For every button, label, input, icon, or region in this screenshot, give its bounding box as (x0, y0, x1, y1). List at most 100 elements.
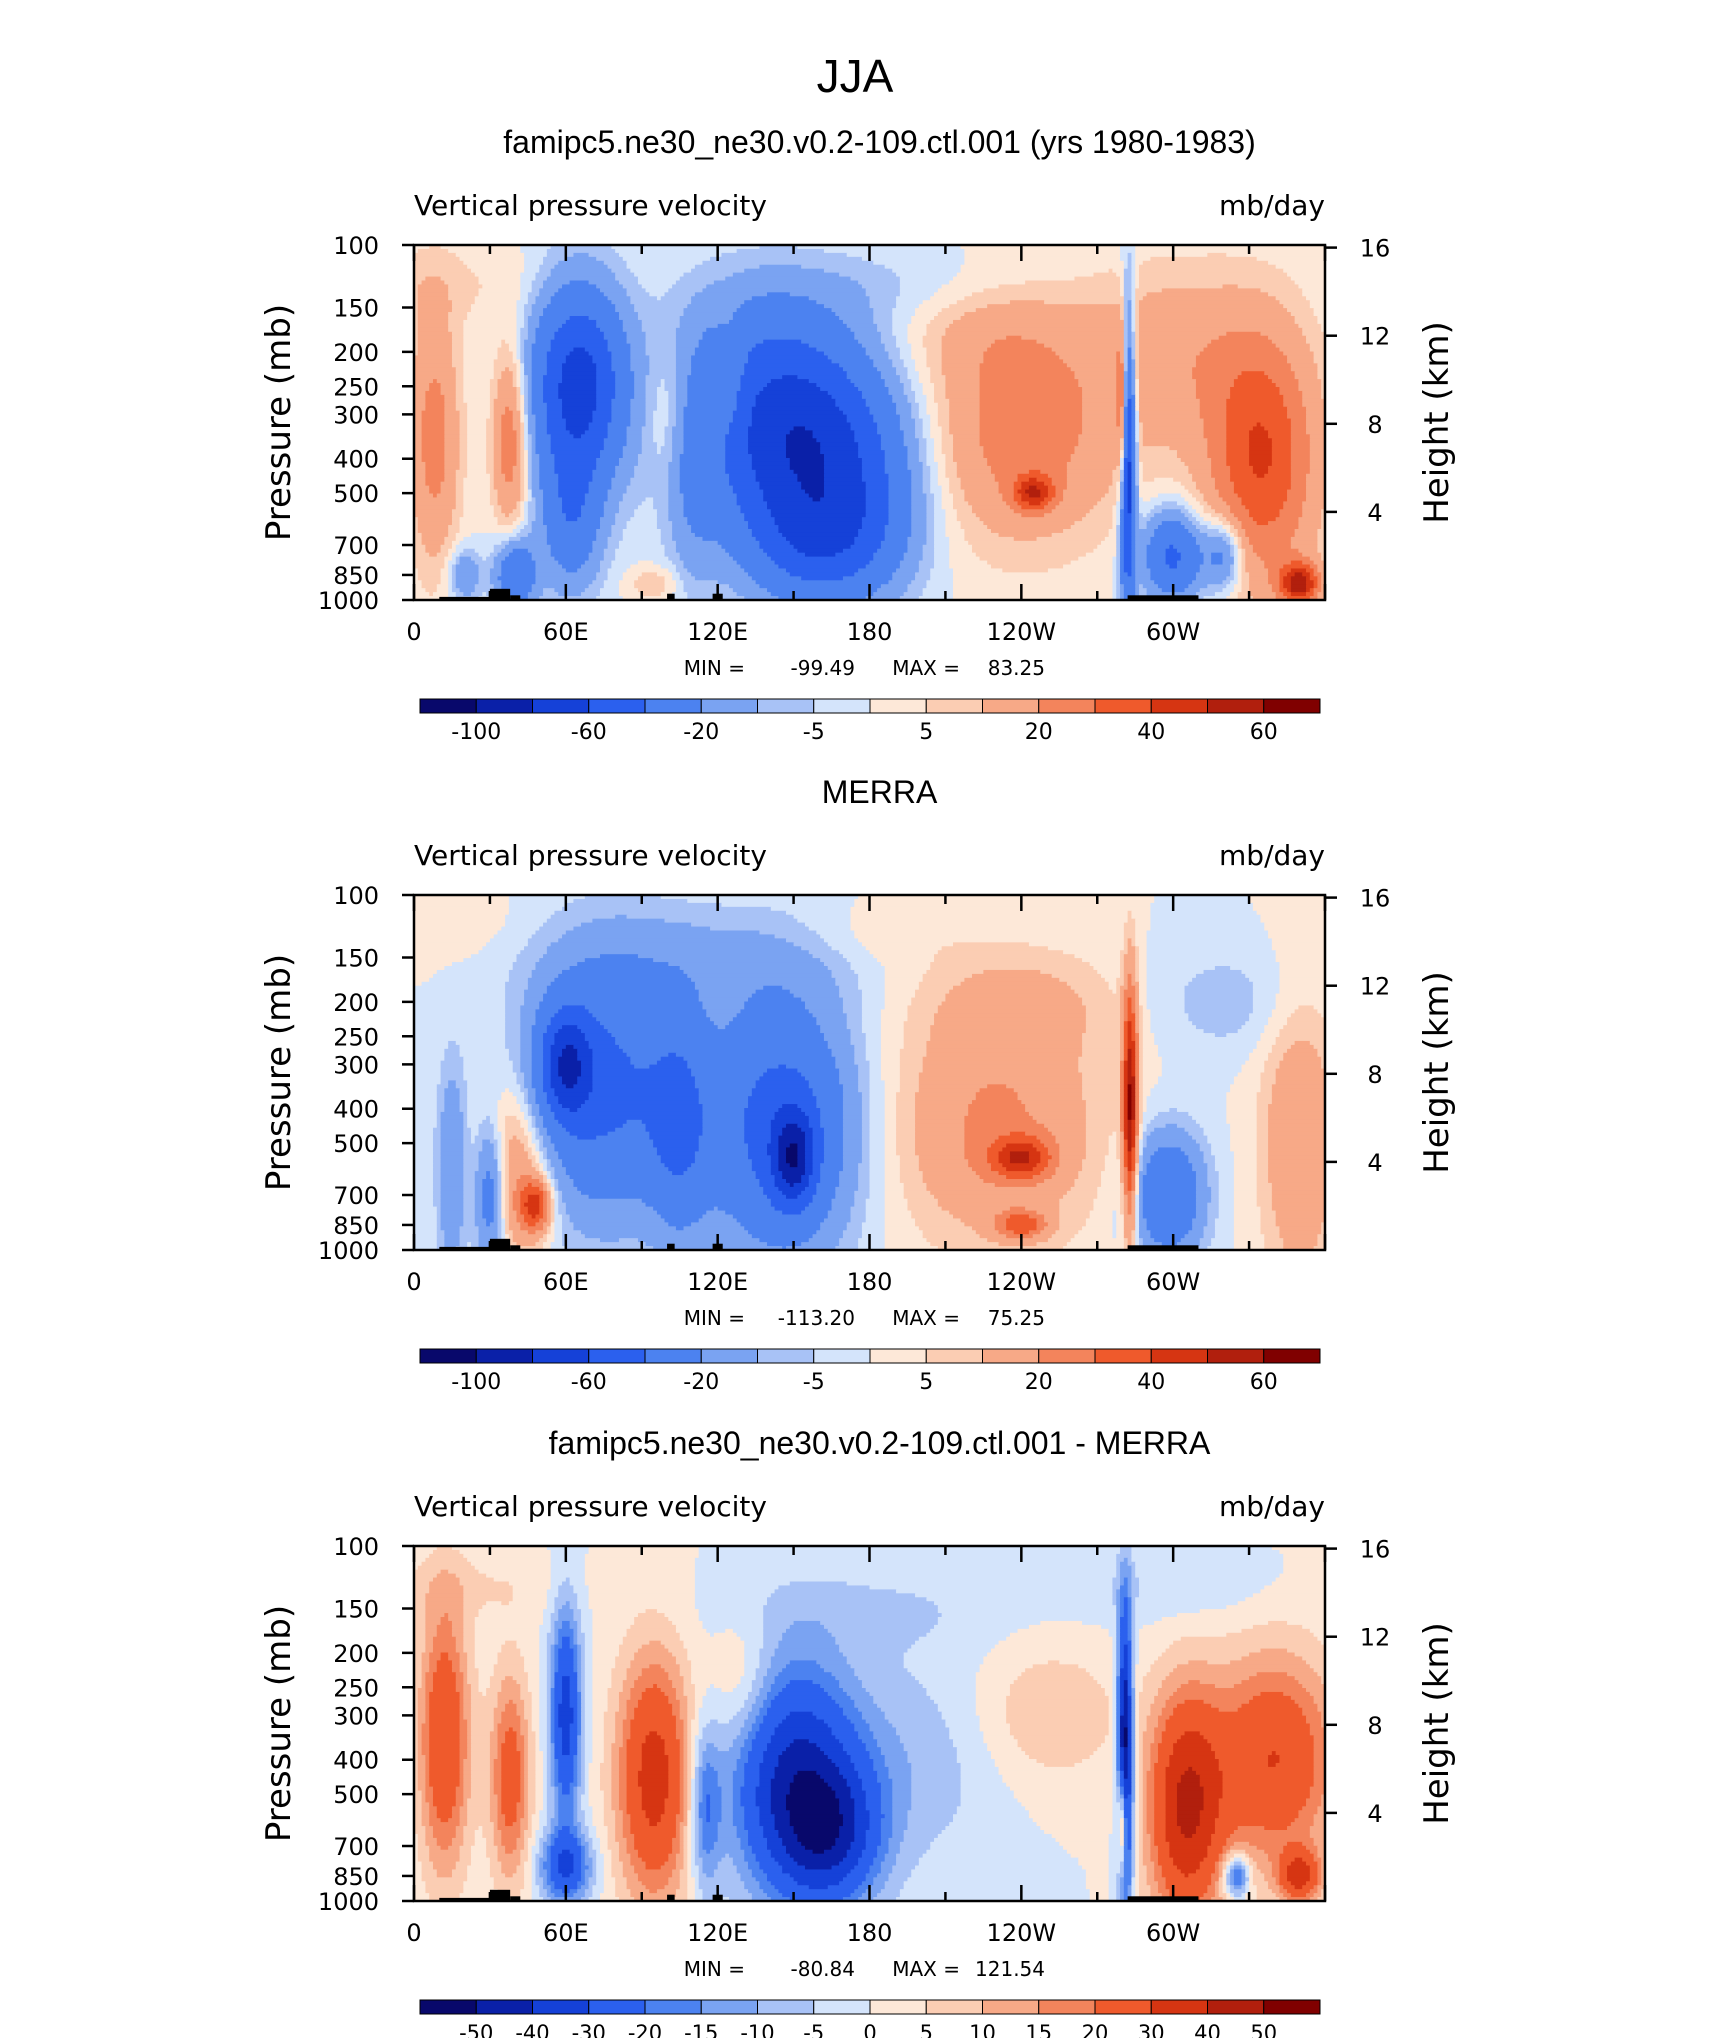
contour-cell (1127, 363, 1133, 368)
contour-cell (562, 410, 594, 416)
contour-cell (588, 422, 609, 428)
contour-cell (1135, 1021, 1140, 1026)
contour-cell (899, 375, 909, 380)
contour-cell (565, 422, 590, 428)
contour-cell (896, 1104, 916, 1109)
contour-cell (417, 351, 453, 357)
contour-cell (451, 552, 461, 558)
contour-cell (1249, 1013, 1273, 1018)
contour-cell (1028, 485, 1038, 491)
contour-cell (558, 383, 597, 388)
contour-cell (1127, 264, 1133, 270)
contour-cell (1161, 1068, 1243, 1074)
contour-cell (1120, 497, 1125, 502)
contour-cell (915, 398, 928, 404)
contour-cell (493, 438, 502, 443)
contour-cell (748, 355, 829, 360)
contour-cell (998, 489, 1015, 495)
contour-cell (1241, 576, 1250, 581)
contour-cell (812, 954, 844, 959)
contour-cell (1188, 1111, 1227, 1117)
contour-cell (1078, 1068, 1121, 1074)
contour-cell (763, 387, 821, 392)
contour-cell (1131, 1084, 1136, 1089)
contour-cell (778, 525, 863, 530)
contour-cell (1002, 497, 1015, 502)
contour-cell (899, 1084, 920, 1089)
contour-cell (831, 394, 863, 400)
contour-cell (1275, 517, 1300, 522)
contour-cell (1135, 1064, 1140, 1070)
contour-cell (869, 1088, 886, 1093)
contour-cell (1078, 379, 1117, 384)
contour-cell (831, 1048, 855, 1054)
contour-cell (1135, 934, 1148, 939)
contour-cell (884, 1092, 897, 1097)
contour-cell (1306, 296, 1325, 301)
contour-cell (1047, 485, 1057, 491)
contour-cell (725, 438, 749, 443)
contour-cell (596, 402, 612, 408)
contour-cell (1180, 509, 1189, 514)
contour-cell (592, 473, 616, 479)
contour-cell (414, 501, 457, 506)
contour-cell (1108, 268, 1114, 274)
contour-cell (751, 1088, 814, 1093)
contour-cell (884, 458, 909, 463)
contour-cell (1142, 434, 1205, 439)
contour-cell (1139, 1040, 1144, 1046)
contour-cell (668, 465, 681, 471)
contour-cell (444, 398, 457, 404)
contour-cell (1241, 525, 1300, 530)
contour-cell (683, 513, 745, 518)
contour-cell (641, 592, 662, 597)
contour-cell (414, 430, 423, 435)
contour-cell (432, 379, 438, 384)
contour-cell (531, 969, 563, 975)
contour-cell (520, 465, 525, 471)
contour-cell (1135, 1080, 1140, 1085)
contour-cell (1146, 556, 1167, 562)
contour-cell (607, 434, 628, 439)
contour-cell (451, 331, 464, 337)
contour-cell (675, 363, 692, 368)
contour-cell (467, 418, 487, 424)
contour-cell (429, 245, 442, 250)
min-label: MIN = (684, 656, 745, 680)
contour-cell (1131, 505, 1136, 510)
contour-cell (675, 331, 704, 337)
contour-cell (1150, 1029, 1205, 1034)
contour-cell (603, 446, 624, 451)
contour-cell (1120, 580, 1136, 585)
contour-cell (611, 481, 631, 487)
contour-cell (953, 588, 1114, 593)
contour-cell (1283, 402, 1303, 408)
contour-cell (1021, 1100, 1087, 1105)
contour-cell (1184, 525, 1197, 530)
contour-cell (550, 1080, 563, 1085)
y-tick-label: 700 (333, 532, 379, 560)
contour-cell (1290, 363, 1319, 368)
contour-cell (414, 906, 510, 912)
contour-cell (436, 588, 449, 593)
contour-cell (1249, 1056, 1269, 1062)
contour-cell (774, 517, 863, 522)
contour-cell (1169, 1108, 1178, 1113)
contour-cell (520, 359, 525, 364)
contour-cell (1195, 359, 1288, 364)
contour-cell (865, 1037, 882, 1042)
contour-field (414, 245, 1325, 600)
contour-cell (1047, 493, 1057, 499)
contour-cell (448, 288, 480, 293)
contour-cell (1116, 576, 1121, 581)
contour-cell (539, 473, 559, 479)
contour-cell (1139, 398, 1201, 404)
contour-cell (565, 359, 594, 364)
contour-cell (1127, 973, 1133, 979)
contour-cell (884, 966, 931, 971)
contour-cell (1135, 993, 1140, 999)
contour-cell (675, 418, 685, 424)
contour-cell (546, 529, 597, 534)
contour-cell (748, 351, 825, 357)
contour-cell (1135, 969, 1140, 975)
